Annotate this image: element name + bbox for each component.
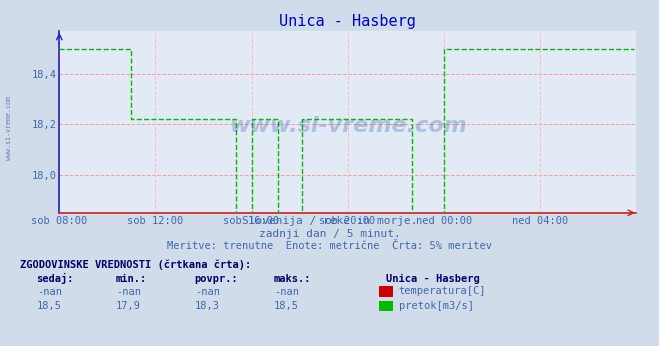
Text: 17,9: 17,9	[116, 301, 141, 311]
Text: www.si-vreme.com: www.si-vreme.com	[229, 116, 467, 136]
Text: -nan: -nan	[274, 287, 299, 297]
Text: povpr.:: povpr.:	[194, 274, 238, 284]
Text: temperatura[C]: temperatura[C]	[399, 286, 486, 296]
Text: maks.:: maks.:	[273, 274, 311, 284]
Text: ZGODOVINSKE VREDNOSTI (črtkana črta):: ZGODOVINSKE VREDNOSTI (črtkana črta):	[20, 260, 251, 270]
Text: 18,5: 18,5	[274, 301, 299, 311]
Text: -nan: -nan	[37, 287, 62, 297]
Text: www.si-vreme.com: www.si-vreme.com	[5, 96, 12, 160]
Text: Unica - Hasberg: Unica - Hasberg	[386, 274, 479, 284]
Text: Slovenija / reke in morje.: Slovenija / reke in morje.	[242, 216, 417, 226]
Title: Unica - Hasberg: Unica - Hasberg	[279, 13, 416, 29]
Text: -nan: -nan	[116, 287, 141, 297]
Text: pretok[m3/s]: pretok[m3/s]	[399, 301, 474, 311]
Text: 18,5: 18,5	[37, 301, 62, 311]
Text: sedaj:: sedaj:	[36, 273, 74, 284]
Text: min.:: min.:	[115, 274, 146, 284]
Text: 18,3: 18,3	[195, 301, 220, 311]
Text: zadnji dan / 5 minut.: zadnji dan / 5 minut.	[258, 229, 401, 239]
Text: -nan: -nan	[195, 287, 220, 297]
Text: Meritve: trenutne  Enote: metrične  Črta: 5% meritev: Meritve: trenutne Enote: metrične Črta: …	[167, 241, 492, 251]
